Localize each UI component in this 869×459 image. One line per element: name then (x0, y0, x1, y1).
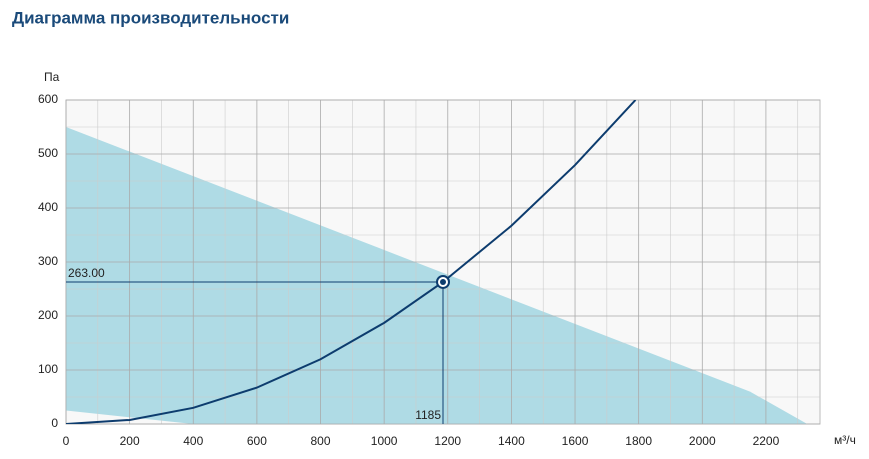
y-tick-label: 200 (38, 308, 58, 322)
x-tick-label: 1000 (371, 434, 398, 448)
y-tick-label: 600 (38, 92, 58, 106)
system-curve (66, 100, 637, 424)
y-tick-label: 500 (38, 146, 58, 160)
x-tick-label: 600 (247, 434, 267, 448)
x-tick-label: 800 (310, 434, 330, 448)
point-y-label: 263.00 (68, 266, 105, 280)
x-tick-label: 1400 (498, 434, 525, 448)
x-axis-label: м³/ч (834, 433, 856, 447)
y-tick-label: 400 (38, 200, 58, 214)
x-tick-label: 2200 (753, 434, 780, 448)
y-axis-label: Па (44, 70, 60, 84)
x-tick-label: 400 (183, 434, 203, 448)
x-tick-label: 1200 (434, 434, 461, 448)
point-x-label: 1185 (415, 408, 441, 422)
y-tick-label: 100 (38, 362, 58, 376)
y-tick-label: 300 (38, 254, 58, 268)
x-tick-label: 0 (63, 434, 70, 448)
chart-title: Диаграмма производительности (12, 8, 289, 27)
x-tick-label: 1600 (562, 434, 589, 448)
working-area (66, 127, 808, 424)
x-tick-label: 200 (120, 434, 140, 448)
x-tick-label: 1800 (625, 434, 652, 448)
y-tick-label: 0 (51, 416, 58, 430)
operating-point-dot (440, 278, 446, 285)
x-tick-label: 2000 (689, 434, 716, 448)
